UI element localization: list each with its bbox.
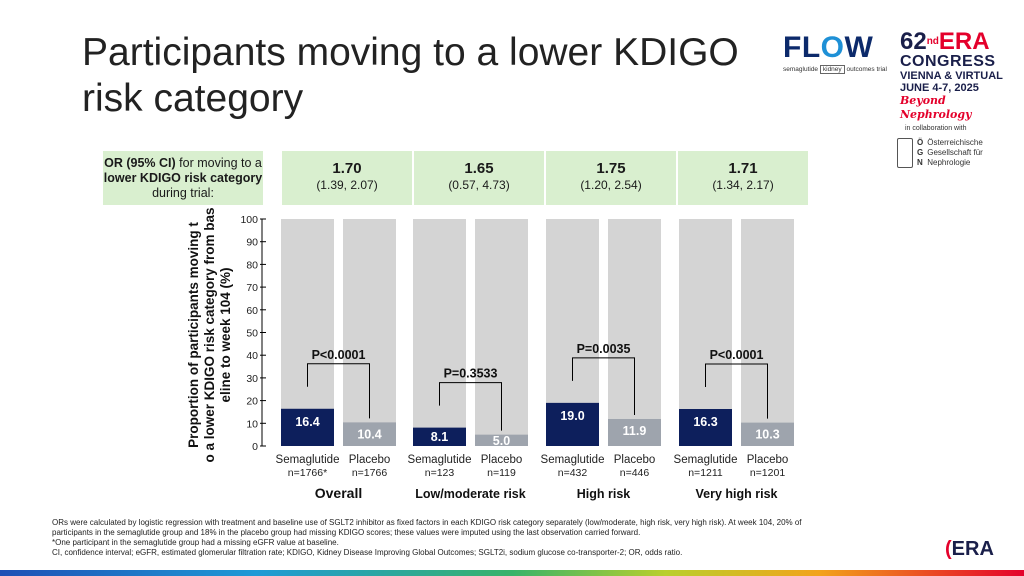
- y-axis-label: o a lower KDIGO risk category from bas: [202, 207, 217, 462]
- y-tick-label: 80: [246, 259, 258, 271]
- y-tick-label: 90: [246, 237, 258, 249]
- data-label: 10.3: [755, 428, 779, 442]
- bar-placebo: [343, 422, 396, 446]
- group-label: Low/moderate risk: [415, 487, 525, 501]
- flow-trial-logo: FLOW semaglutide kidney outcomes trial: [783, 31, 887, 92]
- y-axis-label: eline to week 104 (%): [218, 267, 233, 402]
- or-value: 1.70: [332, 160, 362, 177]
- x-tick-label: Semaglutide: [276, 454, 340, 466]
- bar-background: [679, 219, 732, 446]
- era-location: VIENNA & VIRTUAL: [900, 70, 1003, 82]
- x-tick-label: Placebo: [481, 454, 523, 466]
- y-tick-label: 20: [246, 396, 258, 408]
- footnote-line: CI, confidence interval; eGFR, estimated…: [52, 548, 683, 557]
- slide-title: Participants moving to a lower KDIGO ris…: [82, 31, 739, 120]
- era-corner-logo: (ERA: [945, 538, 994, 560]
- footer-color-band: [0, 570, 1024, 576]
- or-value: 1.75: [596, 160, 626, 177]
- p-value-label: P=0.3533: [444, 367, 498, 381]
- era-date: JUNE 4-7, 2025: [900, 82, 979, 94]
- bar-semaglutide: [281, 408, 334, 446]
- bar-semaglutide: [546, 402, 599, 446]
- n-label: n=432: [558, 467, 588, 479]
- data-label: 8.1: [431, 430, 448, 444]
- n-label: n=123: [425, 467, 455, 479]
- era-edition: 62ndERA: [900, 28, 990, 55]
- or-value: 1.71: [728, 160, 758, 177]
- p-value-label: P=0.0035: [577, 342, 631, 356]
- y-tick-label: 100: [240, 214, 258, 226]
- significance-bracket: [572, 357, 635, 415]
- n-label: n=119: [487, 467, 516, 479]
- x-tick-label: Semaglutide: [674, 454, 738, 466]
- bar-placebo: [741, 422, 794, 446]
- or-card-high: 1.75 (1.20, 2.54): [546, 151, 676, 205]
- y-tick-label: 70: [246, 282, 258, 294]
- bar-background: [281, 219, 334, 446]
- bar-placebo: [475, 434, 528, 446]
- bar-placebo: [608, 418, 661, 446]
- group-label: Overall: [315, 485, 362, 501]
- era-tagline: Beyond Nephrology: [900, 94, 972, 121]
- x-tick-label: Semaglutide: [408, 454, 472, 466]
- y-tick-label: 50: [246, 328, 258, 340]
- flow-wordmark: FLOW: [783, 31, 874, 64]
- y-tick-label: 10: [246, 418, 258, 430]
- or-ci: (1.39, 2.07): [316, 178, 378, 192]
- data-label: 19.0: [560, 409, 584, 423]
- data-label: 16.4: [295, 415, 319, 429]
- era-congress-logo: 62ndERA CONGRESS VIENNA & VIRTUAL JUNE 4…: [900, 30, 1010, 122]
- group-label: High risk: [577, 487, 631, 501]
- y-axis-label: Proportion of participants moving t: [186, 222, 201, 448]
- ogn-letters: Ö G N: [917, 138, 924, 167]
- or-value: 1.65: [464, 160, 494, 177]
- x-tick-label: Placebo: [614, 454, 656, 466]
- group-label: Very high risk: [696, 487, 778, 501]
- or-ci: (1.34, 2.17): [712, 178, 774, 192]
- significance-bracket: [439, 382, 502, 431]
- or-card-low-moderate: 1.65 (0.57, 4.73): [414, 151, 544, 205]
- data-label: 16.3: [693, 415, 717, 429]
- collaboration-note: in collaboration with: [905, 125, 967, 132]
- footnote-line: ORs were calculated by logistic regressi…: [52, 518, 802, 527]
- ogn-seal-icon: [897, 138, 913, 168]
- y-tick-label: 0: [252, 441, 258, 453]
- y-tick-label: 60: [246, 305, 258, 317]
- n-label: n=446: [620, 467, 650, 479]
- data-label: 11.9: [623, 424, 647, 438]
- data-label: 5.0: [493, 434, 510, 448]
- or-ci: (1.20, 2.54): [580, 178, 642, 192]
- n-label: n=1211: [688, 467, 723, 479]
- or-description-box: OR (95% CI) for moving to a lower KDIGO …: [103, 151, 263, 205]
- n-label: n=1766: [352, 467, 387, 479]
- data-label: 10.4: [357, 427, 381, 441]
- or-ci: (0.57, 4.73): [448, 178, 510, 192]
- footnote-line: *One participant in the semaglutide grou…: [52, 538, 339, 547]
- ogn-logo: Ö G N Österreichische Gesellschaft für N…: [897, 138, 983, 168]
- bar-chart: 0 10 20 30 40 50 60 70 80 90 100 Proportion of part…: [186, 207, 794, 501]
- x-tick-label: Placebo: [349, 454, 391, 466]
- x-tick-label: Placebo: [747, 454, 789, 466]
- x-tick-label: Semaglutide: [541, 454, 605, 466]
- p-value-label: P<0.0001: [312, 348, 366, 362]
- significance-bracket: [307, 363, 370, 419]
- bar-background: [413, 219, 466, 446]
- footnote: ORs were calculated by logistic regressi…: [52, 518, 952, 558]
- p-value-label: P<0.0001: [710, 348, 764, 362]
- or-card-very-high: 1.71 (1.34, 2.17): [678, 151, 808, 205]
- y-tick-label: 30: [246, 373, 258, 385]
- era-congress-word: CONGRESS: [900, 53, 996, 70]
- bar-semaglutide: [679, 408, 732, 446]
- bar-semaglutide: [413, 427, 466, 446]
- y-tick-label: 40: [246, 350, 258, 362]
- ogn-name: Österreichische Gesellschaft für Nephrol…: [927, 138, 983, 167]
- flow-subtitle: semaglutide kidney outcomes trial: [783, 65, 887, 74]
- or-card-overall: 1.70 (1.39, 2.07): [282, 151, 412, 205]
- significance-bracket: [705, 363, 768, 419]
- n-label: n=1201: [750, 467, 785, 479]
- footnote-line: participants in the semaglutide group an…: [52, 528, 641, 537]
- n-label: n=1766*: [288, 467, 327, 479]
